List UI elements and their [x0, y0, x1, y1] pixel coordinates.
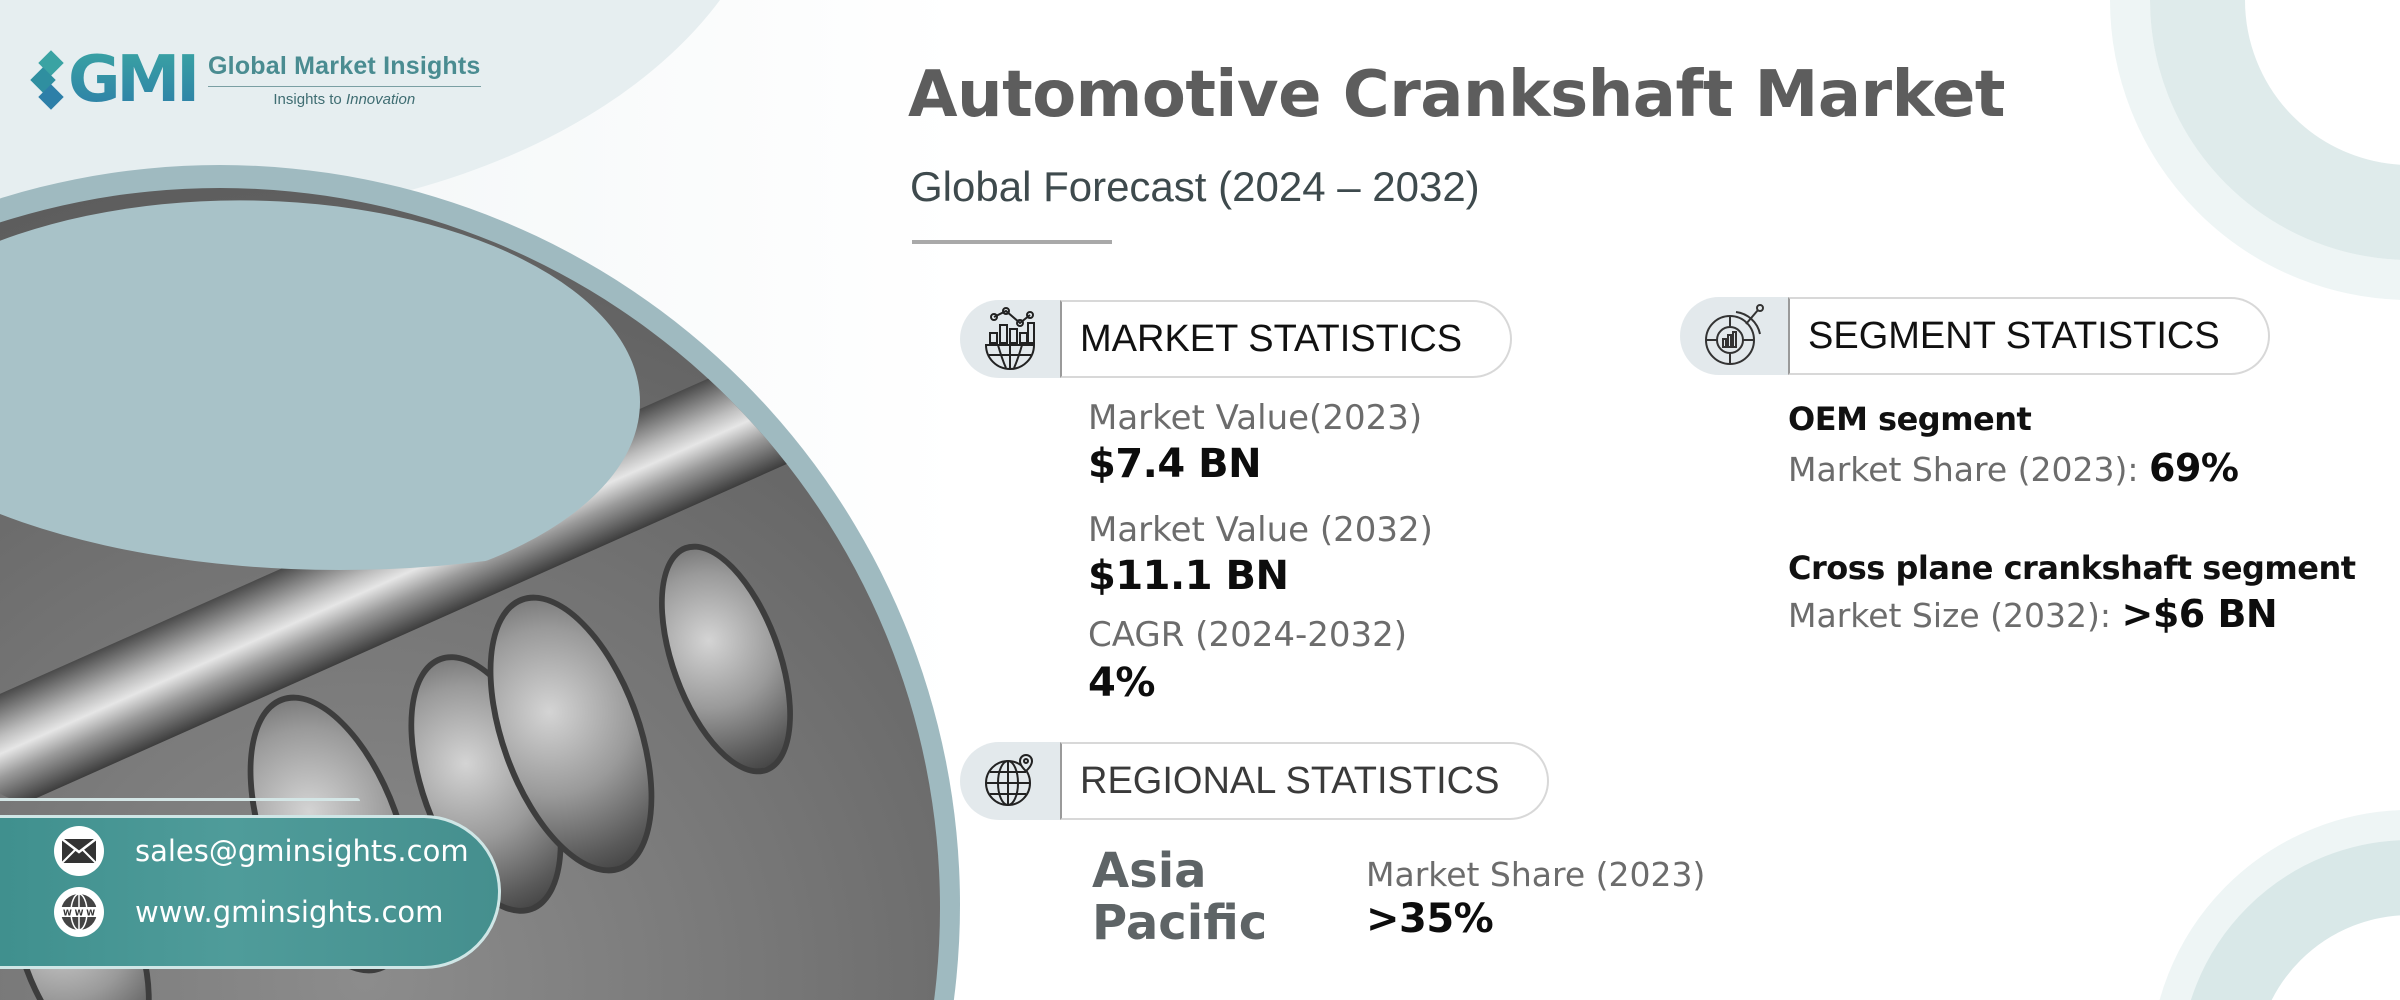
tagline-prefix: Insights to	[273, 91, 346, 108]
oem-share-label: Market Share (2023):	[1788, 450, 2149, 489]
website-row[interactable]: W W W www.gminsights.com	[54, 887, 443, 937]
market-statistics-heading: MARKET STATISTICS	[1060, 300, 1513, 378]
regional-statistics-header: REGIONAL STATISTICS	[960, 742, 1550, 820]
page-title: Automotive Crankshaft Market	[908, 58, 2005, 132]
region-name: Asia Pacific	[1092, 845, 1267, 949]
email-row[interactable]: sales@gminsights.com	[54, 826, 469, 876]
crankshaft-flange	[631, 526, 821, 792]
tagline-emphasis: Innovation	[345, 91, 416, 108]
regional-share-value: >35%	[1366, 896, 1494, 942]
segment-statistics-header: SEGMENT STATISTICS	[1680, 297, 2270, 375]
gmi-logo[interactable]: GMI Global Market Insights Insights to I…	[30, 43, 481, 117]
cross-plane-segment-title: Cross plane crankshaft segment	[1788, 549, 2356, 587]
oem-segment-title: OEM segment	[1788, 400, 2032, 438]
decorative-ring-top-right	[2150, 0, 2400, 260]
regional-statistics-heading: REGIONAL STATISTICS	[1060, 742, 1550, 820]
www-globe-icon: W W W	[54, 887, 104, 937]
envelope-icon	[54, 826, 104, 876]
globe-pin-icon	[960, 742, 1060, 820]
market-value-2032-label: Market Value (2032)	[1088, 510, 1433, 550]
cagr-label: CAGR (2024-2032)	[1088, 615, 1408, 655]
oem-share-value: 69%	[2149, 446, 2239, 490]
cross-plane-size-value: >$6 BN	[2121, 592, 2278, 636]
logo-gmi-letters: GMI	[68, 43, 200, 117]
page-subtitle: Global Forecast (2024 – 2032)	[910, 163, 1480, 210]
contact-accent-line	[0, 798, 360, 801]
segment-statistics-heading: SEGMENT STATISTICS	[1788, 297, 2270, 375]
market-value-2023-value: $7.4 BN	[1088, 441, 1262, 487]
brand-name: Global Market Insights	[208, 52, 481, 87]
logo-text: Global Market Insights Insights to Innov…	[208, 52, 481, 108]
logo-mark: GMI	[30, 43, 200, 117]
cross-plane-segment-size: Market Size (2032): >$6 BN	[1788, 592, 2278, 636]
oem-segment-share: Market Share (2023): 69%	[1788, 446, 2239, 490]
chart-globe-icon	[960, 300, 1060, 378]
region-name-line2: Pacific	[1092, 895, 1268, 951]
brand-tagline: Insights to Innovation	[208, 91, 481, 108]
cagr-value: 4%	[1088, 660, 1155, 706]
market-value-2023-label: Market Value(2023)	[1088, 398, 1423, 438]
cross-plane-size-label: Market Size (2032):	[1788, 596, 2122, 635]
market-value-2032-value: $11.1 BN	[1088, 553, 1289, 599]
market-statistics-header: MARKET STATISTICS	[960, 300, 1513, 378]
segment-pie-chart-icon	[1680, 297, 1788, 375]
email-link[interactable]: sales@gminsights.com	[135, 834, 469, 868]
website-link[interactable]: www.gminsights.com	[135, 895, 444, 929]
svg-text:W W W: W W W	[63, 909, 95, 918]
region-name-line1: Asia	[1092, 843, 1207, 899]
title-divider	[912, 240, 1112, 244]
logo-diamonds-icon	[30, 50, 68, 110]
regional-share-label: Market Share (2023)	[1366, 855, 1706, 894]
